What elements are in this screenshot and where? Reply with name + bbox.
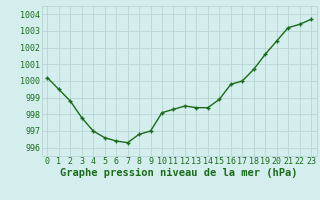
- X-axis label: Graphe pression niveau de la mer (hPa): Graphe pression niveau de la mer (hPa): [60, 168, 298, 178]
